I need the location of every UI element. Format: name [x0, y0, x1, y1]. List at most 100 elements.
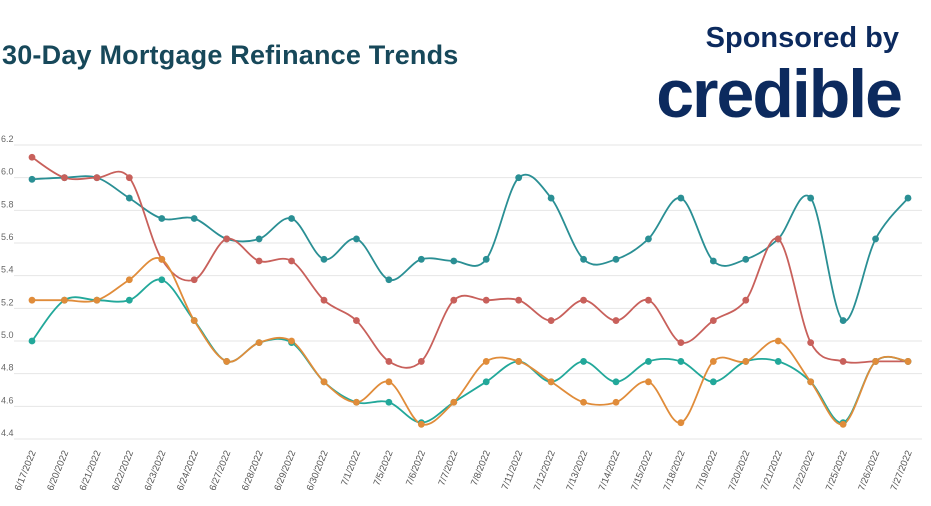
x-tick-label: 6/30/2022	[305, 449, 331, 492]
x-tick-label: 7/26/2022	[856, 449, 882, 492]
x-tick-label: 7/1/2022	[339, 449, 363, 487]
data-point-s2-2	[93, 174, 101, 182]
y-tick-label: 4.6	[1, 395, 14, 405]
data-point-s4-16	[547, 378, 555, 386]
x-tick-label: 6/27/2022	[207, 449, 233, 492]
data-point-s4-20	[677, 419, 685, 427]
credible-logo: credible	[656, 56, 903, 132]
data-point-s4-9	[320, 378, 328, 386]
data-point-s2-8	[288, 257, 295, 265]
data-point-s1-21	[709, 257, 717, 265]
data-point-s2-11	[385, 358, 393, 365]
data-point-s1-26	[872, 235, 879, 243]
x-tick-label: 7/11/2022	[500, 449, 526, 492]
chart-title: 30-Day Mortgage Refinance Trends	[2, 40, 459, 70]
data-point-s1-17	[580, 255, 587, 263]
data-point-s4-22	[742, 358, 750, 365]
x-tick-label: 7/13/2022	[564, 449, 590, 492]
x-tick-label: 7/22/2022	[791, 449, 817, 492]
data-point-s4-3	[125, 276, 133, 284]
sponsored-by-label: Sponsored by	[705, 22, 899, 54]
data-point-s4-4	[158, 255, 166, 263]
data-point-s1-19	[645, 235, 652, 243]
data-point-s2-0	[28, 153, 36, 161]
x-tick-label: 7/15/2022	[629, 449, 655, 492]
data-point-s2-3	[125, 174, 133, 182]
data-point-s4-1	[61, 296, 68, 304]
y-tick-label: 5.0	[1, 330, 14, 340]
data-point-s1-15	[515, 174, 523, 182]
y-tick-label: 6.2	[1, 134, 14, 144]
data-point-s4-17	[580, 398, 587, 406]
x-tick-label: 7/5/2022	[372, 449, 396, 487]
data-point-s2-14	[482, 296, 490, 304]
x-tick-label: 7/25/2022	[824, 449, 850, 492]
data-point-s4-7	[255, 339, 263, 347]
x-tick-label: 7/19/2022	[694, 449, 720, 492]
data-point-s4-6	[223, 358, 231, 365]
data-point-s1-0	[28, 175, 36, 183]
x-tick-label: 6/21/2022	[78, 449, 104, 492]
data-point-s4-25	[839, 420, 847, 428]
data-point-s3-3	[125, 296, 133, 304]
data-point-s2-1	[61, 174, 68, 182]
x-tick-label: 6/17/2022	[13, 449, 39, 492]
data-point-s2-18	[612, 317, 620, 324]
data-point-s2-15	[515, 296, 523, 304]
data-point-s1-5	[190, 215, 198, 222]
y-tick-label: 5.6	[1, 232, 14, 242]
data-point-s1-11	[385, 276, 393, 284]
data-point-s4-13	[450, 398, 458, 406]
chart-grid	[14, 144, 922, 440]
series-lines	[31, 156, 909, 426]
data-point-s1-7	[255, 235, 263, 243]
y-tick-label: 5.8	[1, 199, 14, 209]
data-point-s4-2	[93, 296, 101, 304]
data-point-s4-10	[353, 398, 360, 406]
data-point-s3-21	[709, 378, 717, 386]
x-tick-label: 6/29/2022	[272, 449, 298, 492]
data-point-s2-19	[645, 296, 652, 304]
x-tick-label: 7/21/2022	[759, 449, 785, 492]
data-point-s2-6	[223, 235, 231, 243]
data-point-s2-12	[417, 358, 425, 365]
y-tick-label: 6.0	[1, 167, 14, 177]
data-point-s4-23	[774, 337, 782, 345]
x-tick-label: 7/7/2022	[437, 449, 461, 487]
data-point-s1-24	[807, 194, 815, 202]
data-point-s4-24	[807, 378, 815, 386]
data-point-s4-27	[904, 358, 912, 365]
y-tick-label: 5.2	[1, 297, 14, 307]
data-point-s2-21	[709, 317, 717, 324]
x-axis: 6/17/2022 6/20/2022 6/21/2022 6/22/2022 6/23…	[13, 449, 915, 492]
data-point-s4-18	[612, 398, 620, 406]
data-point-s4-0	[28, 296, 36, 304]
data-point-s2-20	[677, 339, 685, 347]
data-point-s4-12	[417, 420, 425, 428]
data-point-s2-16	[547, 317, 555, 324]
data-point-s4-15	[515, 358, 523, 365]
data-point-s4-11	[385, 378, 393, 386]
data-point-s3-4	[158, 276, 166, 284]
data-point-s3-19	[645, 358, 652, 365]
data-point-s3-17	[580, 358, 587, 365]
data-point-s1-22	[742, 255, 750, 263]
data-point-s3-18	[612, 378, 620, 386]
data-point-s1-8	[288, 215, 295, 222]
data-point-s3-0	[28, 337, 36, 345]
series-points	[28, 153, 912, 428]
series-line-1	[31, 173, 909, 322]
data-point-s1-13	[450, 257, 458, 265]
data-point-s2-9	[320, 296, 328, 304]
data-point-s4-8	[288, 337, 295, 345]
y-tick-label: 4.8	[1, 363, 14, 373]
data-point-s4-19	[645, 378, 652, 386]
data-point-s1-18	[612, 255, 620, 263]
data-point-s4-14	[482, 358, 490, 365]
data-point-s1-9	[320, 255, 328, 263]
x-tick-label: 7/18/2022	[662, 449, 688, 492]
data-point-s2-23	[774, 235, 782, 243]
data-point-s1-20	[677, 194, 685, 202]
x-tick-label: 6/24/2022	[175, 449, 201, 492]
